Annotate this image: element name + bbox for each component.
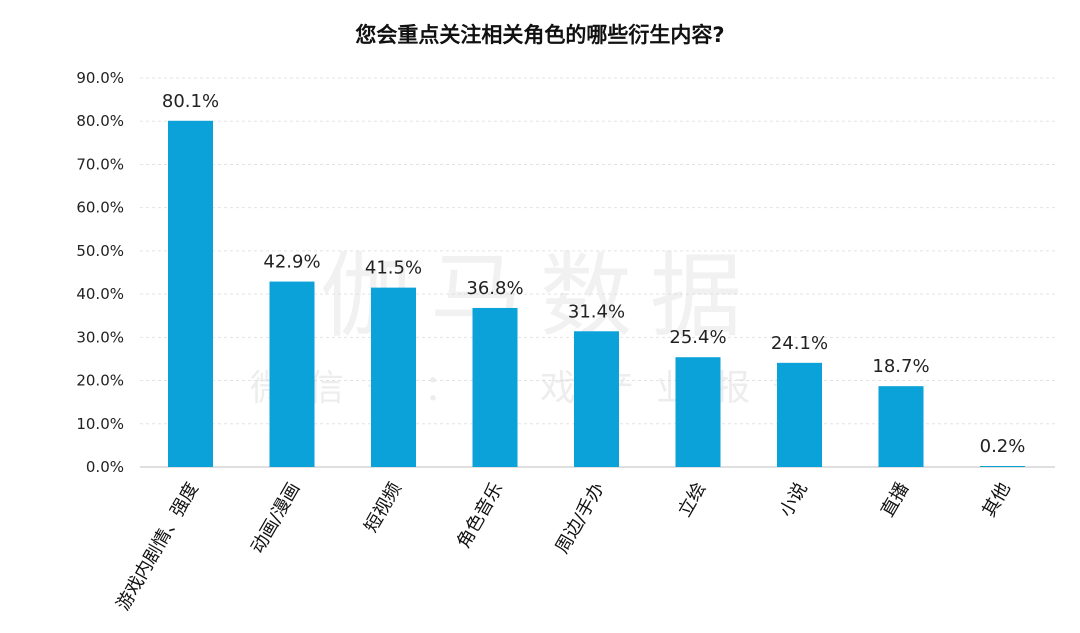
category-label: 直播: [877, 479, 913, 521]
watermark: 伽马数据 微信号：游戏产业报告: [250, 243, 830, 409]
data-label: 25.4%: [669, 327, 726, 348]
bar: [168, 120, 213, 467]
category-label: 角色音乐: [453, 479, 507, 552]
bar: [777, 362, 822, 467]
data-label: 41.5%: [365, 258, 422, 279]
y-tick-label: 10.0%: [76, 415, 124, 433]
category-labels: 游戏内剧情、强度 动画/漫画 短视频 角色音乐 周边/手办 立绘 小说 直播 其他: [113, 479, 1015, 614]
y-tick-label: 80.0%: [76, 112, 124, 130]
category-label: 其他: [979, 479, 1015, 521]
y-tick-label: 20.0%: [76, 372, 124, 390]
data-label: 42.9%: [263, 252, 320, 273]
chart-title: 您会重点关注相关角色的哪些衍生内容?: [355, 23, 724, 47]
y-tick-label: 0.0%: [86, 458, 124, 476]
category-label: 小说: [776, 479, 812, 521]
category-label: 短视频: [361, 479, 406, 536]
category-label: 立绘: [674, 479, 710, 521]
bar: [980, 466, 1025, 467]
bars: [168, 120, 1025, 467]
data-label: 36.8%: [466, 278, 523, 299]
watermark-sub: 微信号：游戏产业报告: [250, 368, 830, 409]
category-label: 周边/手办: [552, 479, 609, 557]
category-label: 游戏内剧情、强度: [113, 479, 203, 614]
bar: [675, 357, 721, 467]
data-label: 80.1%: [162, 91, 219, 112]
data-label: 24.1%: [771, 333, 828, 354]
bar: [878, 386, 924, 467]
y-tick-label: 90.0%: [76, 69, 124, 87]
y-axis-ticks: 0.0% 10.0% 20.0% 30.0% 40.0% 50.0% 60.0% 70.0% 8…: [76, 69, 124, 476]
y-tick-label: 50.0%: [76, 242, 124, 260]
data-label: 31.4%: [568, 301, 625, 322]
y-tick-label: 30.0%: [76, 328, 124, 346]
data-label: 0.2%: [980, 436, 1026, 457]
bar: [574, 331, 619, 467]
category-label: 动画/漫画: [247, 479, 304, 557]
data-labels: 80.1% 42.9% 41.5% 36.8% 31.4% 25.4% 24.1% 18.7%…: [162, 91, 1025, 457]
data-label: 18.7%: [872, 356, 929, 377]
y-tick-label: 70.0%: [76, 155, 124, 173]
y-tick-label: 60.0%: [76, 199, 124, 217]
y-tick-label: 40.0%: [76, 285, 124, 303]
bar: [472, 307, 518, 467]
bar: [371, 287, 416, 467]
bar: [269, 281, 315, 467]
